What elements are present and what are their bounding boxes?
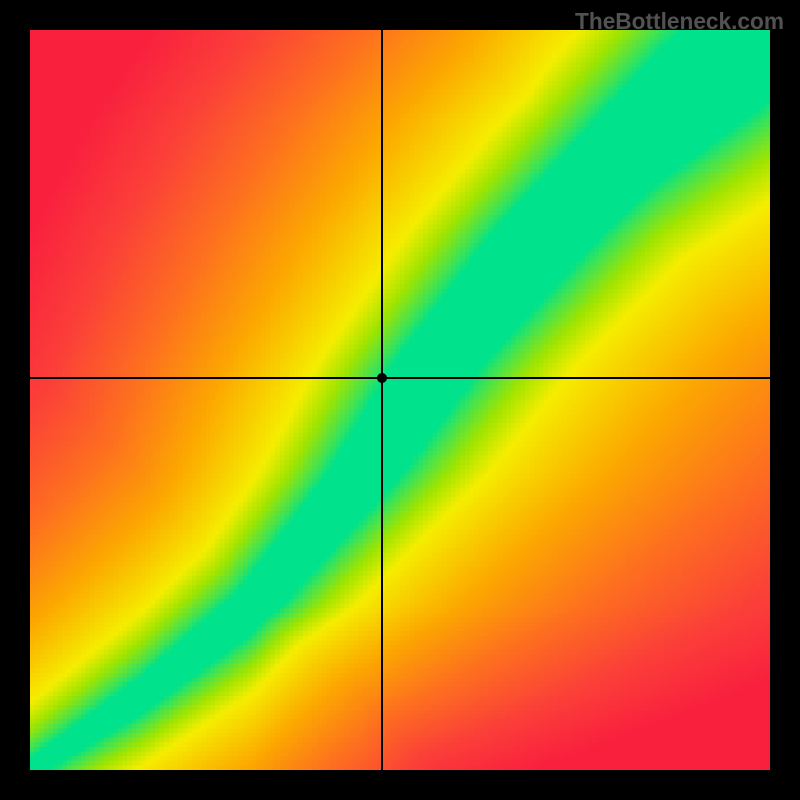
heatmap-plot-area xyxy=(30,30,770,770)
watermark-text: TheBottleneck.com xyxy=(575,8,784,35)
chart-container: TheBottleneck.com xyxy=(0,0,800,800)
crosshair-vertical xyxy=(381,30,383,770)
heatmap-canvas xyxy=(30,30,770,770)
crosshair-horizontal xyxy=(30,377,770,379)
crosshair-marker xyxy=(377,373,387,383)
